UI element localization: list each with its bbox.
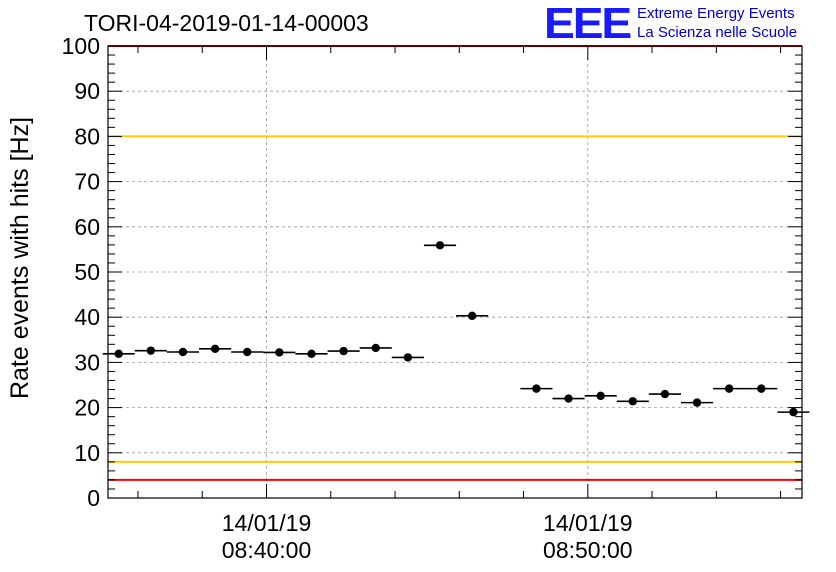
data-point — [275, 348, 284, 357]
data-point — [243, 347, 252, 357]
grid-layer — [108, 46, 802, 498]
y-tick-label: 100 — [62, 33, 100, 59]
y-tick-label: 70 — [74, 169, 100, 195]
data-point — [435, 241, 445, 250]
y-tick-label: 10 — [74, 440, 100, 466]
y-tick-label: 40 — [74, 304, 100, 330]
data-point — [467, 311, 477, 321]
tick-layer: 010203040506070809010014/01/1908:40:0014… — [62, 33, 802, 563]
data-point — [724, 384, 734, 393]
data-point — [692, 398, 702, 407]
x-tick-date-label: 14/01/19 — [543, 510, 633, 536]
plot-frame — [107, 45, 803, 499]
chart-title: TORI-04-2019-01-14-00003 — [84, 10, 369, 36]
data-point — [339, 346, 348, 356]
data-point — [789, 407, 798, 417]
y-tick-label: 60 — [74, 214, 100, 240]
y-tick-label: 50 — [74, 259, 100, 285]
data-point — [660, 389, 670, 399]
data-point — [564, 394, 573, 403]
y-tick-label: 20 — [74, 395, 100, 421]
data-layer — [102, 241, 810, 417]
data-point — [628, 397, 637, 406]
y-tick-label: 0 — [87, 485, 100, 511]
y-axis-label: Rate events with hits [Hz] — [6, 117, 34, 399]
y-tick-label: 90 — [74, 78, 100, 104]
data-point — [114, 349, 123, 359]
threshold-layer — [108, 45, 802, 481]
eee-logo: EEE — [544, 0, 632, 48]
data-point — [178, 347, 188, 357]
data-point — [532, 384, 541, 393]
data-point — [596, 391, 605, 401]
data-point — [146, 346, 156, 355]
x-tick-date-label: 14/01/19 — [222, 510, 312, 536]
data-point — [403, 353, 413, 362]
logo-line-1: Extreme Energy Events — [637, 5, 795, 22]
y-tick-label: 80 — [74, 123, 100, 149]
logo-line-2: La Scienza nelle Scuole — [637, 24, 798, 41]
data-point — [757, 384, 766, 393]
x-tick-time-label: 08:40:00 — [222, 537, 312, 563]
data-point — [210, 344, 220, 354]
data-point — [307, 349, 316, 359]
x-tick-time-label: 08:50:00 — [543, 537, 633, 563]
y-tick-label: 30 — [74, 349, 100, 375]
logo-caption: Extreme Energy Events La Scienza nelle S… — [637, 4, 797, 42]
data-point — [371, 343, 380, 353]
